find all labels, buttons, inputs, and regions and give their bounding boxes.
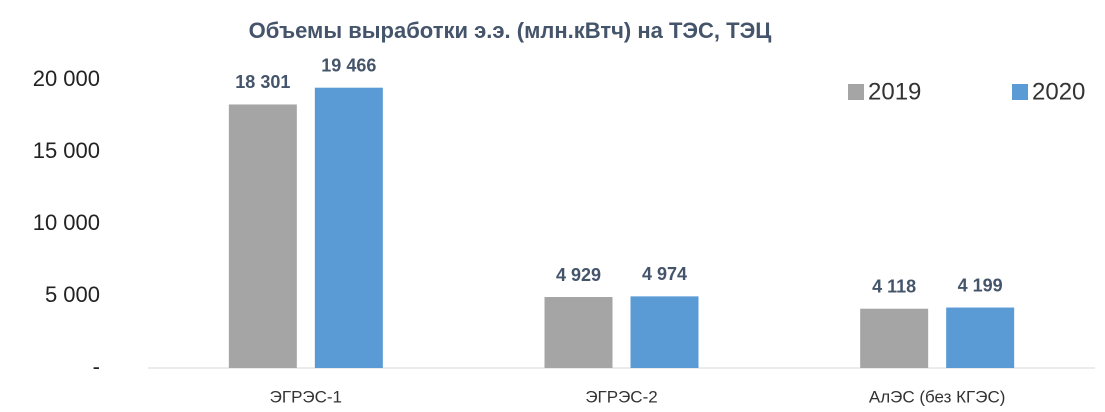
y-tick-label: 20 000 (33, 66, 100, 91)
bar (544, 297, 613, 368)
data-label: 18 301 (235, 72, 290, 92)
legend-label: 2019 (868, 78, 921, 105)
bar (314, 87, 383, 368)
x-tick-label: АлЭС (без КГЭС) (869, 387, 1006, 406)
legend-label: 2020 (1032, 78, 1085, 105)
data-label: 4 974 (642, 264, 687, 284)
data-label: 4 199 (958, 275, 1003, 295)
bar (228, 104, 297, 368)
y-tick-label: 10 000 (33, 210, 100, 235)
y-tick-label: 5 000 (45, 282, 100, 307)
bar (860, 308, 929, 368)
legend-swatch (1012, 84, 1028, 100)
y-tick-label: - (93, 354, 100, 379)
data-label: 4 118 (872, 276, 916, 296)
x-tick-label: ЭГРЭС-2 (585, 387, 657, 406)
data-label: 4 929 (556, 265, 601, 285)
x-tick-label: ЭГРЭС-1 (270, 387, 342, 406)
legend-swatch (848, 84, 864, 100)
data-label: 19 466 (321, 55, 376, 75)
chart-title: Объемы выработки э.э. (млн.кВтч) на ТЭС,… (249, 18, 772, 43)
bar (630, 296, 699, 368)
y-tick-label: 15 000 (33, 138, 100, 163)
bar (946, 307, 1015, 368)
